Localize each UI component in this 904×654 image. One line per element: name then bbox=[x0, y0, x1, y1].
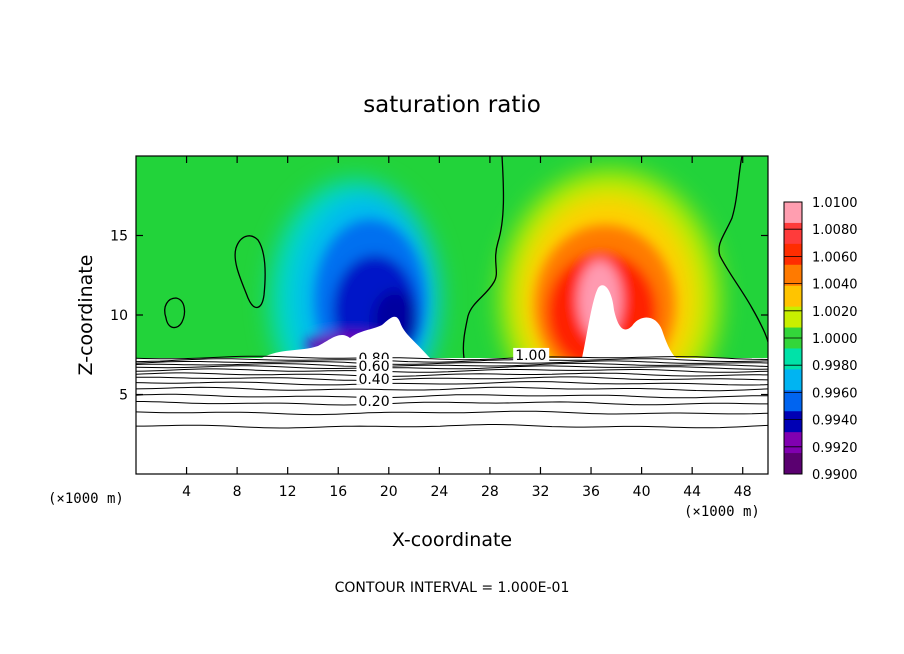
contour-line-below-cloud bbox=[136, 393, 768, 399]
contour-line-below-cloud bbox=[136, 401, 768, 406]
contour-label: 0.60 bbox=[358, 359, 389, 375]
x-tick-label: 20 bbox=[380, 484, 398, 500]
colorbar-segment bbox=[784, 264, 802, 287]
contour-loop-left bbox=[234, 235, 266, 309]
lower-contour-lines bbox=[136, 355, 768, 429]
colorbar-segment bbox=[784, 369, 802, 391]
contour-label: 0.20 bbox=[358, 394, 389, 410]
contour-label: 0.40 bbox=[358, 372, 389, 388]
contour-label-bg bbox=[513, 347, 550, 361]
colorbar-segment bbox=[784, 348, 802, 370]
y-tick-labels: 5 10 15 bbox=[110, 229, 128, 404]
colorbar-segment bbox=[784, 390, 802, 412]
contour-line-below-cloud bbox=[136, 355, 768, 361]
contour-mid-line bbox=[462, 156, 505, 359]
y-axis-label: Z-coordinate bbox=[75, 255, 97, 376]
x-unit-label-left: (×1000 m) bbox=[48, 491, 124, 507]
heatmap-field: 0.800.600.400.201.00 bbox=[136, 156, 768, 474]
contour-line-below-cloud bbox=[136, 386, 768, 392]
y-tick-label: 5 bbox=[119, 388, 128, 404]
colorbar-segment bbox=[784, 306, 802, 329]
colorbar-tick-label: 1.0000 bbox=[812, 332, 858, 347]
contour-line-below-cloud bbox=[136, 360, 768, 365]
y-tick-label: 10 bbox=[110, 308, 128, 324]
contour-line-below-cloud bbox=[136, 358, 768, 363]
colorbar-tick-label: 0.9960 bbox=[812, 386, 858, 401]
colorbar-tick-label: 1.0100 bbox=[812, 196, 858, 211]
colorbar-segment bbox=[784, 202, 802, 224]
contour-small-left bbox=[164, 297, 186, 329]
x-tick-label: 40 bbox=[633, 484, 651, 500]
contour-line-below-cloud bbox=[136, 368, 768, 373]
colorbar-tick-label: 0.9980 bbox=[812, 359, 858, 374]
x-tick-label: 44 bbox=[683, 484, 701, 500]
colorbar-tick-label: 0.9920 bbox=[812, 441, 858, 456]
contour-label: 1.00 bbox=[515, 348, 546, 364]
contour-label-bg bbox=[356, 371, 393, 385]
x-tick-label: 48 bbox=[734, 484, 752, 500]
colorbar-segment bbox=[784, 285, 802, 308]
colorbar-segment bbox=[784, 243, 802, 266]
tick-marks bbox=[136, 156, 768, 474]
x-tick-label: 4 bbox=[182, 484, 191, 500]
contour-line-below-cloud bbox=[136, 362, 768, 367]
contour-label-bg bbox=[356, 359, 393, 373]
contour-label-bg bbox=[356, 394, 393, 408]
colorbar-labels: 1.0100 1.0080 1.0060 1.0040 1.0020 1.0000 0.99… bbox=[812, 196, 858, 483]
contour-line-below-cloud bbox=[136, 365, 768, 370]
x-tick-labels: 4 8 12 16 20 24 28 32 36 40 44 48 bbox=[182, 484, 752, 500]
y-tick-label: 15 bbox=[110, 229, 128, 245]
x-axis-label: X-coordinate bbox=[392, 529, 512, 551]
contour-label-layer: 0.800.600.400.201.00 bbox=[356, 347, 550, 410]
colorbar-tick-label: 0.9940 bbox=[812, 414, 858, 429]
x-tick-label: 8 bbox=[233, 484, 242, 500]
colorbar-tick-label: 1.0020 bbox=[812, 305, 858, 320]
cloud-region-left bbox=[262, 316, 430, 358]
contour-line-below-cloud bbox=[136, 372, 768, 377]
colorbar-tick-label: 1.0040 bbox=[812, 278, 858, 293]
contour-interval-note: CONTOUR INTERVAL = 1.000E-01 bbox=[335, 580, 570, 596]
x-tick-label: 36 bbox=[582, 484, 600, 500]
contour-line-below-cloud bbox=[136, 424, 768, 429]
x-unit-label-right: (×1000 m) bbox=[684, 504, 760, 520]
colorbar-tick-label: 1.0060 bbox=[812, 250, 858, 265]
colorbar-tick-label: 1.0080 bbox=[812, 223, 858, 238]
chart-title: saturation ratio bbox=[363, 92, 541, 118]
colorbar-segment bbox=[784, 432, 802, 454]
contour-line-below-cloud bbox=[136, 381, 768, 386]
x-tick-label: 16 bbox=[329, 484, 347, 500]
contour-line-below-cloud bbox=[136, 376, 768, 381]
contour-lines bbox=[164, 156, 768, 359]
x-tick-label: 28 bbox=[481, 484, 499, 500]
x-tick-label: 32 bbox=[532, 484, 550, 500]
colorbar bbox=[783, 201, 803, 475]
colorbar-tick-label: 0.9900 bbox=[812, 468, 858, 483]
colorbar-segment bbox=[784, 453, 802, 475]
contour-right-line bbox=[718, 156, 768, 343]
colorbar-segment bbox=[784, 411, 802, 433]
colorbar-segment bbox=[784, 222, 802, 245]
cloud-region-right bbox=[582, 285, 676, 358]
x-tick-label: 24 bbox=[430, 484, 448, 500]
contour-line-below-cloud bbox=[136, 410, 768, 416]
x-tick-label: 12 bbox=[279, 484, 297, 500]
